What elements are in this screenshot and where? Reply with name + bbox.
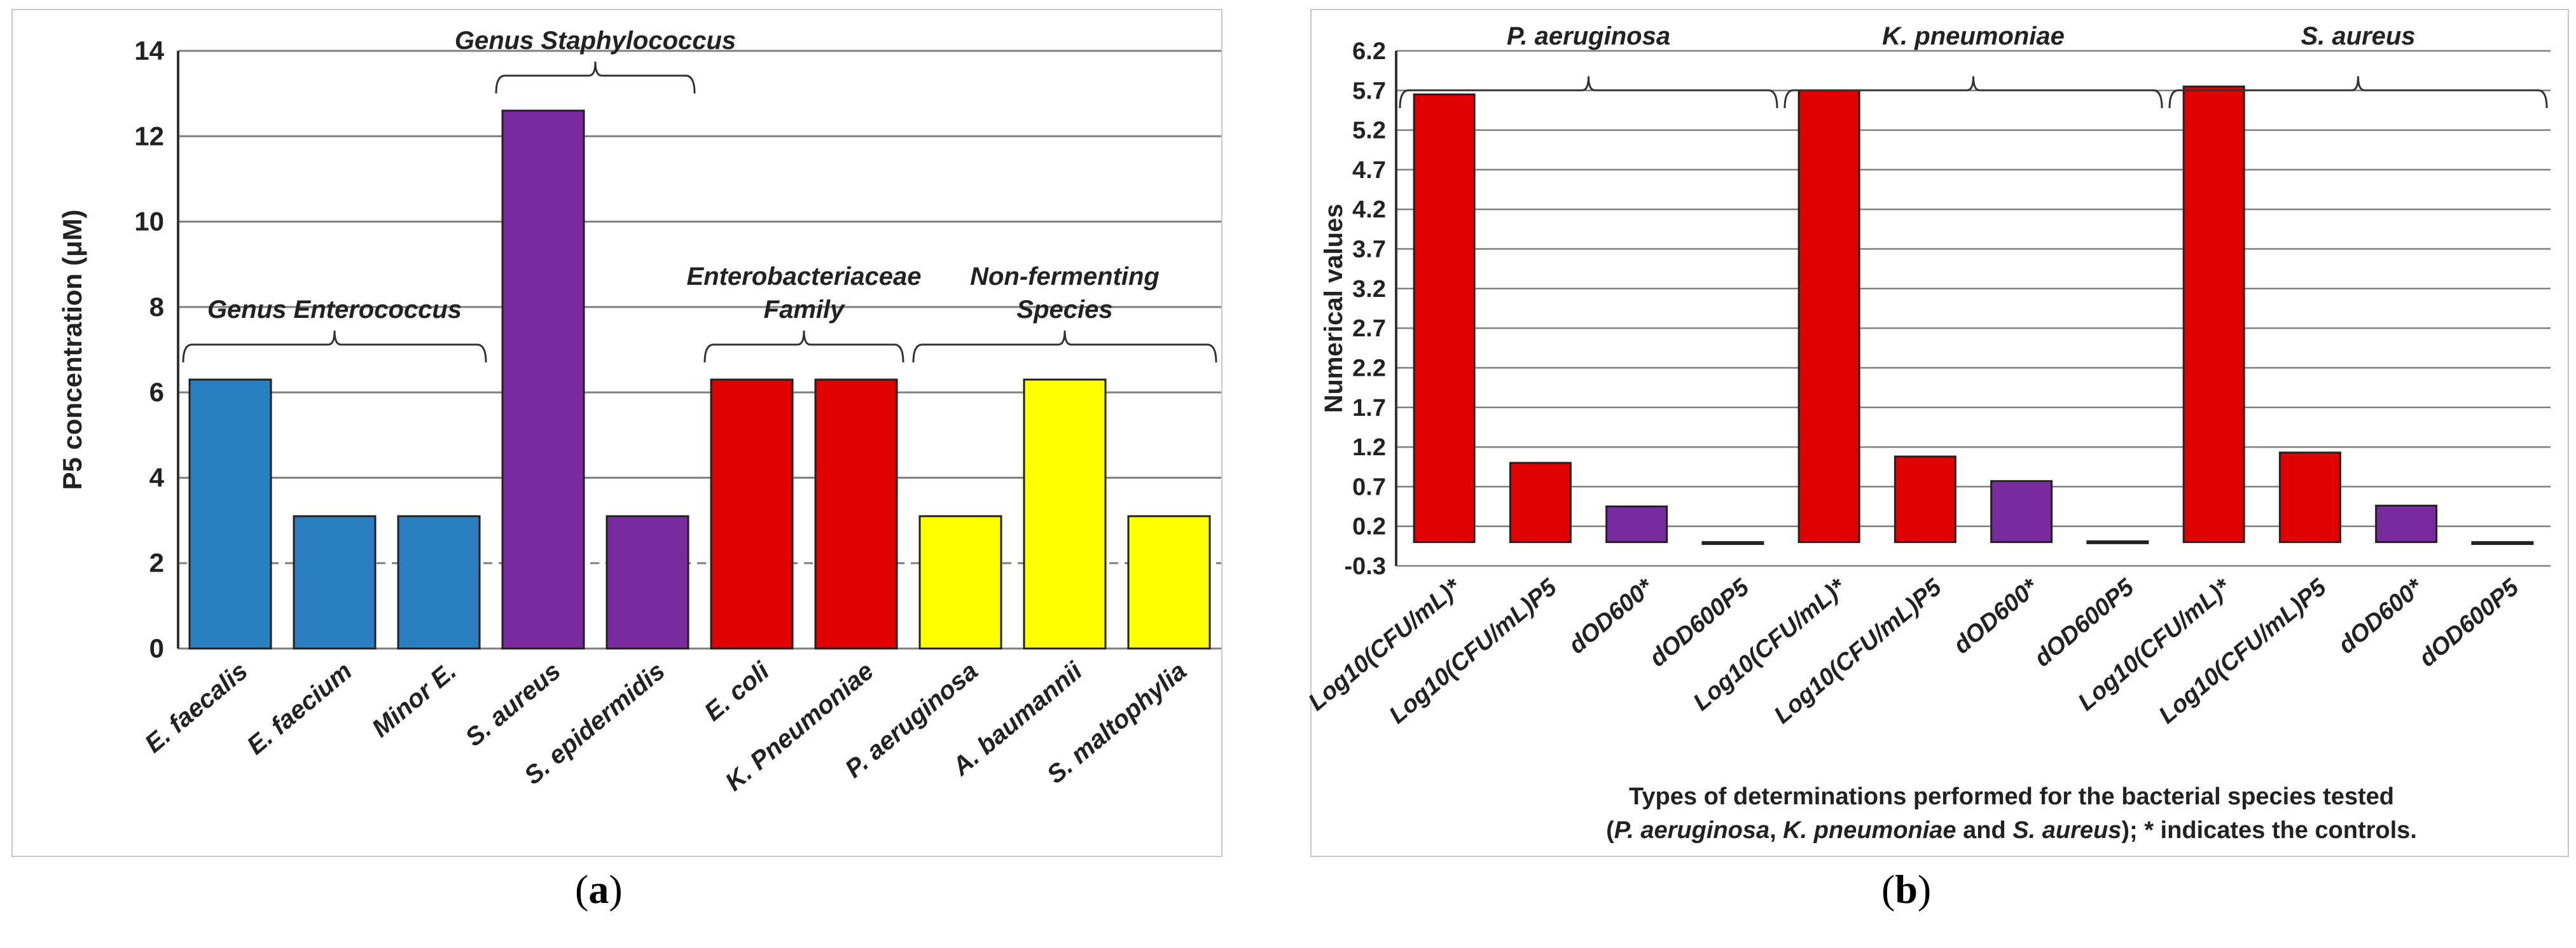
b-ytick-label: 0.7 (1352, 474, 1386, 500)
a-group-label: Species (1016, 296, 1112, 324)
a-bar (918, 515, 1002, 650)
b-bar (1990, 480, 2053, 544)
a-bar (1023, 378, 1107, 650)
a-ytick-label: 8 (149, 292, 164, 322)
caption-text: and (1956, 817, 2013, 844)
a-group-brace (912, 330, 1217, 363)
b-category-label: Log10(CFU/mL)P5 (2154, 574, 2332, 729)
b-group-brace (2168, 76, 2548, 109)
a-ytick-label: 12 (134, 121, 164, 151)
a-bar (814, 378, 898, 650)
a-bar (1127, 515, 1211, 650)
b-ytick-label: -0.3 (1345, 553, 1386, 580)
panel-b-frame (1310, 9, 2569, 857)
b-bar (2182, 85, 2245, 544)
a-group-brace (495, 61, 696, 94)
b-group-brace (1783, 76, 2163, 109)
a-category-label: E. faecalis (140, 657, 253, 758)
a-group-label: Non-fermenting (970, 263, 1160, 291)
a-bar (501, 109, 585, 650)
a-ytick-label: 6 (149, 377, 164, 407)
a-category-label: E. faecium (242, 657, 357, 760)
b-bar (1701, 541, 1764, 546)
a-bar (188, 378, 272, 650)
panel-label-a: (a) (575, 867, 623, 912)
b-ytick-label: 4.2 (1352, 196, 1386, 223)
b-group-label: S. aureus (2301, 22, 2415, 50)
a-bar (293, 515, 377, 650)
b-ytick-label: 0.2 (1352, 514, 1386, 540)
b-category-label: dOD600* (1949, 573, 2044, 659)
a-bar (397, 515, 481, 650)
b-bar (2086, 540, 2149, 544)
a-ytick-label: 10 (134, 207, 164, 237)
b-bar (1605, 505, 1668, 544)
b-ytick-label: 6.2 (1352, 38, 1386, 65)
panel-label-b: (b) (1881, 867, 1932, 912)
chart-a: 0 2 4 6 8 10 12 14 P5 concentration (μM) E. faeca… (57, 27, 1221, 797)
a-group-label: Enterobacteriaceae (686, 263, 921, 291)
b-ytick-label: 3.2 (1352, 276, 1386, 303)
b-ytick-label: 2.7 (1352, 315, 1386, 342)
b-bar (2278, 451, 2341, 544)
species-name: P. aeruginosa (1614, 817, 1769, 844)
species-name: S. aureus (2012, 817, 2121, 844)
b-group-label: P. aeruginosa (1507, 22, 1670, 50)
b-ytick-label: 1.2 (1352, 434, 1386, 461)
b-ytick-label: 1.7 (1352, 395, 1386, 422)
caption-text: ( (1606, 817, 1614, 844)
b-ytick-label: 4.7 (1352, 157, 1386, 184)
b-group-label: K. pneumoniae (1882, 22, 2065, 50)
a-bar (710, 378, 794, 650)
caption-text: ); * indicates the controls. (2121, 817, 2417, 844)
b-category-label: Log10(CFU/mL)P5 (1769, 574, 1947, 729)
a-category-label: S. aureus (460, 657, 566, 752)
b-bar (1894, 455, 1956, 544)
b-category-label: dOD600* (1564, 573, 1659, 659)
b-x-axis-title-line2: (P. aeruginosa, K. pneumoniae and S. aur… (1606, 817, 2417, 844)
b-y-axis-title: Numerical values (1320, 203, 1348, 413)
b-bar (2471, 541, 2534, 546)
a-y-axis-title: P5 concentration (μM) (57, 209, 87, 490)
species-name: K. pneumoniae (1783, 817, 1956, 844)
a-ytick-label: 14 (134, 36, 164, 65)
a-group-label: Family (764, 296, 845, 324)
b-ytick-label: 5.2 (1352, 118, 1386, 144)
b-ytick-label: 2.2 (1352, 355, 1386, 381)
b-bar (2375, 504, 2438, 544)
b-group-brace (1399, 76, 1778, 109)
b-bar (1509, 462, 1572, 544)
a-group-label: Genus Staphylococcus (455, 27, 736, 55)
b-ytick-label: 5.7 (1352, 78, 1386, 104)
a-group-brace (703, 330, 904, 363)
a-bar (606, 515, 689, 650)
a-category-label: E. coli (699, 657, 775, 727)
a-ytick-label: 0 (149, 633, 164, 663)
b-bar (1413, 93, 1476, 544)
b-x-axis-title-line1: Types of determinations performed for th… (1629, 783, 2394, 810)
b-ytick-label: 3.7 (1352, 237, 1386, 263)
a-ytick-label: 4 (149, 462, 165, 492)
b-category-label: dOD600P5 (2414, 574, 2524, 672)
chart-b: -0.3 0.2 0.7 1.2 1.7 2.2 2.7 3.2 3.7 4.2 4.7 5.2 5.7… (1303, 22, 2551, 844)
b-category-label: Log10(CFU/mL)P5 (1384, 574, 1562, 729)
a-group-brace (182, 330, 487, 363)
a-category-label: Minor E. (367, 657, 462, 743)
b-category-label: dOD600* (2334, 573, 2429, 659)
caption-text: , (1769, 817, 1783, 844)
b-bar (1797, 89, 1860, 544)
a-group-label: Genus Enterococcus (207, 296, 462, 324)
a-ytick-label: 2 (149, 548, 164, 578)
